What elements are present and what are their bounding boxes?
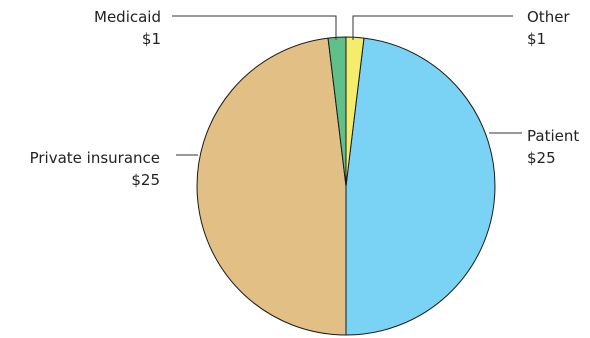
leader-line-medicaid	[172, 15, 337, 40]
pie-slice-private-insurance	[196, 37, 347, 336]
slice-value-other: $1	[527, 30, 546, 48]
pie-slice-other	[345, 36, 365, 187]
slice-label-other: Other	[527, 8, 570, 26]
leader-lines	[172, 15, 522, 156]
slice-value-medicaid: $1	[142, 30, 161, 48]
slice-label-medicaid: Medicaid	[94, 8, 161, 26]
slice-label-private-insurance: Private insurance	[30, 149, 160, 167]
slice-value-patient: $25	[527, 149, 556, 167]
leader-line-other	[352, 15, 513, 40]
pie-slice-patient	[345, 37, 496, 336]
slice-labels: Patient $25 Private insurance $25 Medicaid $1…	[30, 8, 580, 189]
slice-label-patient: Patient	[527, 127, 579, 145]
pie-slices	[196, 36, 496, 336]
slice-value-private-insurance: $25	[131, 171, 160, 189]
